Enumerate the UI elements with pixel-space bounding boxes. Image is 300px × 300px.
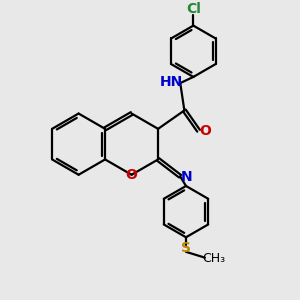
Text: N: N — [181, 170, 192, 184]
Text: S: S — [181, 241, 191, 255]
Text: HN: HN — [160, 75, 183, 89]
Text: O: O — [126, 168, 137, 182]
Text: O: O — [199, 124, 211, 138]
Text: Cl: Cl — [186, 2, 201, 16]
Text: CH₃: CH₃ — [203, 252, 226, 265]
